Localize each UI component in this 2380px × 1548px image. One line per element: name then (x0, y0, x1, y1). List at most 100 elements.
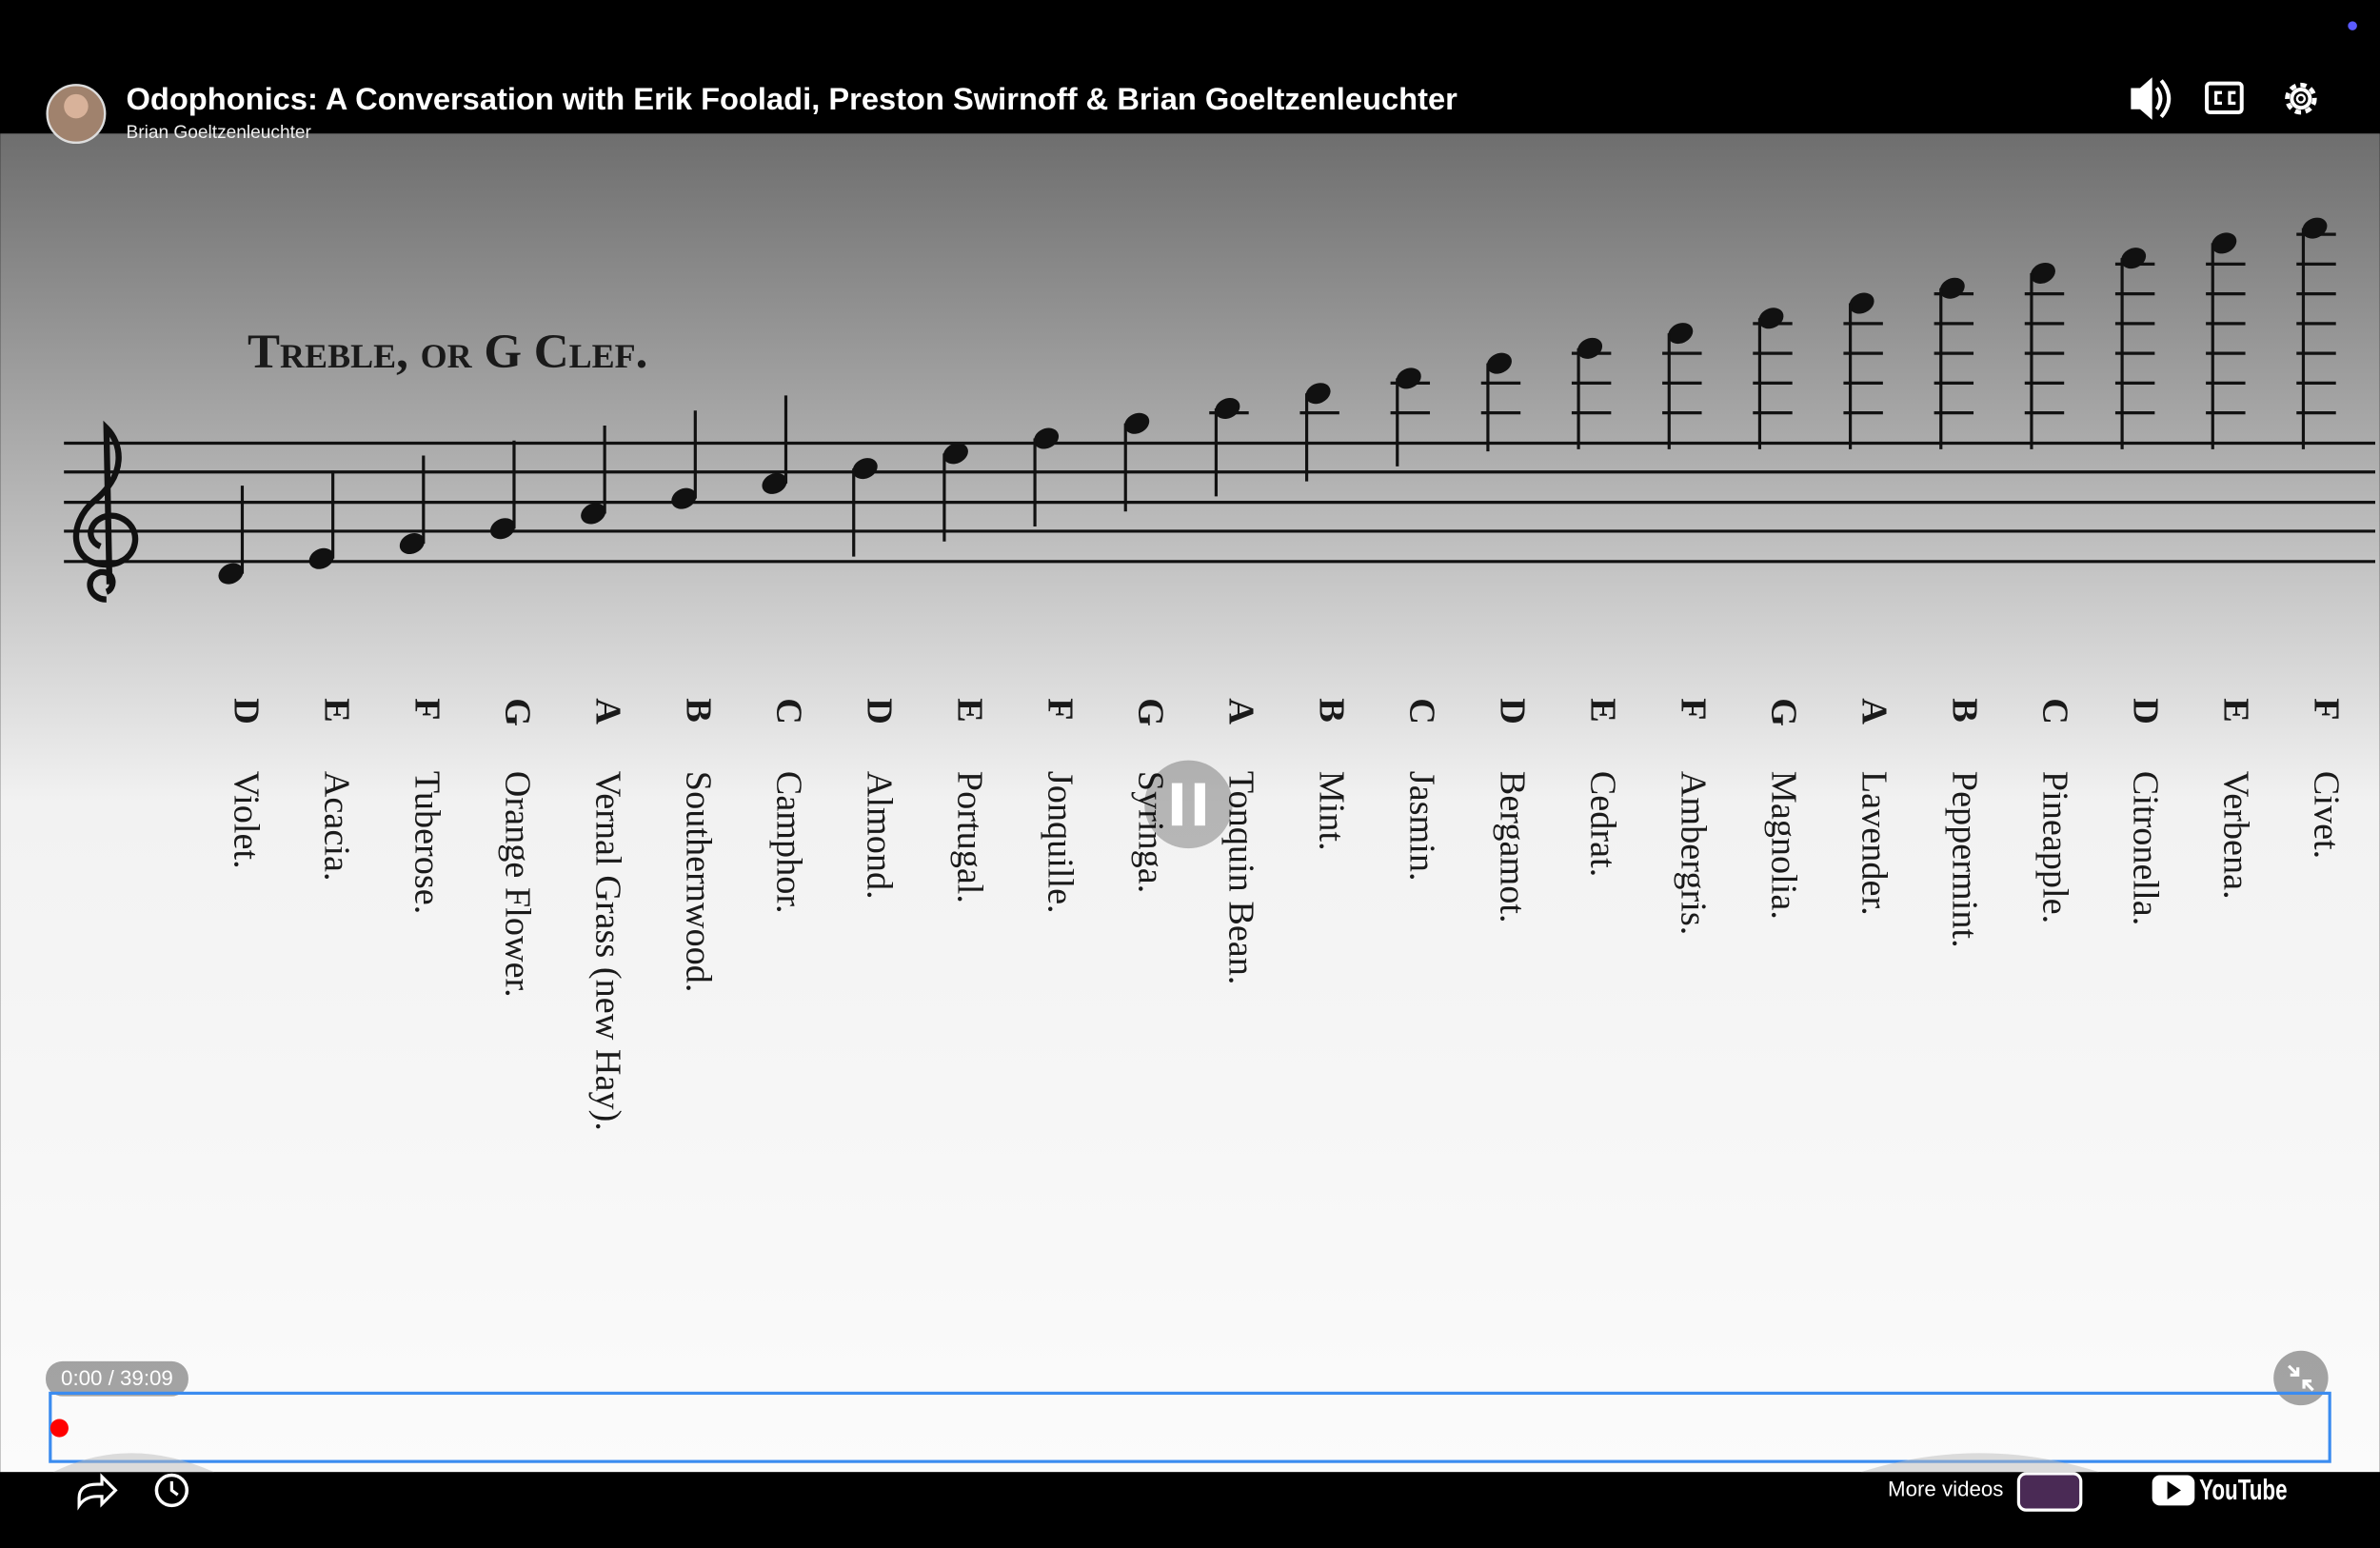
staff (64, 232, 2376, 564)
scent-name: Camphor. (769, 771, 809, 914)
scent-name: Jasmin. (1402, 771, 1442, 882)
note-letter: C (769, 698, 809, 724)
note-letter: E (950, 698, 990, 723)
note-head (399, 533, 425, 555)
note-head (942, 443, 968, 465)
scent-name: Orange Flower. (498, 771, 538, 998)
scent-name: Mint. (1312, 771, 1352, 851)
note-head (1486, 352, 1512, 374)
scent-name: Violet. (226, 771, 266, 869)
captions-button[interactable] (2205, 81, 2244, 114)
note-head (1396, 367, 1421, 389)
progress-scrubber[interactable] (50, 1419, 69, 1438)
treble-clef (72, 420, 139, 603)
note-head (2030, 262, 2055, 284)
note-head (1305, 383, 1331, 405)
note-head (2121, 248, 2147, 269)
scent-name: Peppermint. (1945, 771, 1985, 948)
note-head (671, 487, 697, 509)
avatar-face (64, 93, 89, 119)
note-head (1124, 412, 1150, 434)
note-letter: B (1312, 698, 1352, 723)
scent-name: Pineapple. (2035, 771, 2075, 923)
youtube-logo[interactable]: YouTube (2152, 1475, 2288, 1506)
note-letter: B (679, 698, 719, 723)
share-button[interactable] (77, 1473, 118, 1511)
more-videos[interactable]: More videos (1888, 1477, 2003, 1500)
note-head (489, 518, 516, 540)
note-letter: E (1583, 698, 1623, 723)
scent-name: Lavender. (1854, 771, 1894, 916)
note-head (218, 563, 244, 585)
more-videos-thumbnail[interactable] (2016, 1472, 2083, 1512)
note-letter: D (1493, 698, 1533, 724)
note-letter: B (1945, 698, 1985, 723)
note-letter: F (1674, 698, 1714, 720)
note-head (1939, 277, 1965, 299)
note-head (1668, 323, 1694, 345)
note-letter: A (1221, 698, 1261, 724)
settings-button[interactable] (2285, 82, 2317, 115)
indicator-dot (2348, 21, 2357, 30)
note-head (308, 547, 334, 569)
scent-name: Tonquin Bean. (1221, 771, 1261, 985)
watch-later-button[interactable] (154, 1473, 189, 1508)
note-head (1577, 337, 1603, 359)
scent-name: Magnolia. (1764, 771, 1804, 920)
note-letter: D (2126, 698, 2166, 724)
note-head (1033, 427, 1060, 449)
note-letter: C (1402, 698, 1442, 724)
scent-name: Citronella. (2126, 771, 2166, 926)
scent-name: Tuberose. (407, 771, 447, 915)
note-head (1215, 397, 1240, 419)
note-head (2211, 232, 2237, 254)
note-head (1849, 292, 1874, 314)
scent-name: Portugal. (950, 771, 990, 903)
bar-decoration (53, 1453, 214, 1473)
note-letter: A (588, 698, 628, 724)
note-letter: G (1131, 698, 1171, 726)
scent-name: Verbena. (2216, 771, 2256, 900)
scent-name: Ambergris. (1674, 771, 1714, 935)
note-letter: F (1041, 698, 1081, 720)
note-letter: F (407, 698, 447, 720)
note-letter: E (316, 698, 356, 723)
note-letter: E (2216, 698, 2256, 723)
scent-name: Syringa. (1131, 771, 1171, 894)
scent-name: Bergamot. (1493, 771, 1533, 923)
note-head (1758, 308, 1784, 329)
sheet-music: Treble, or G Clef. D Violet. E Acacia. F Tube… (64, 217, 2376, 1131)
progress-bar[interactable] (49, 1391, 2331, 1463)
note-letter: C (2035, 698, 2075, 724)
note-letter: D (860, 698, 900, 724)
bottom-bar (0, 1472, 2380, 1548)
logo-text: YouTube (2199, 1475, 2287, 1506)
note-letter: G (498, 698, 538, 726)
note-letter: A (1854, 698, 1894, 724)
scent-name: Civet. (2307, 771, 2347, 859)
note-letter: D (226, 698, 266, 724)
video-title[interactable]: Odophonics: A Conversation with Erik Foo… (127, 81, 1458, 116)
scent-name: Vernal Grass (new Hay). (588, 771, 628, 1131)
time-display: 0:00 / 39:09 (61, 1366, 173, 1390)
bar-decoration (1860, 1453, 2099, 1473)
pause-button[interactable] (1144, 760, 1233, 849)
video-frame[interactable] (0, 133, 2380, 1473)
scent-name: Southernwood. (679, 771, 719, 993)
minimize-button[interactable] (2273, 1350, 2329, 1406)
scent-name: Cedrat. (1583, 771, 1623, 878)
scent-name: Jonquille. (1041, 771, 1081, 914)
note-head (581, 503, 606, 525)
time-pill (46, 1360, 188, 1397)
sheet-heading: Treble, or G Clef. (248, 326, 647, 379)
scent-name: Acacia. (316, 771, 356, 882)
volume-button[interactable] (2131, 77, 2172, 120)
scent-name: Almond. (860, 771, 900, 900)
channel-name[interactable]: Brian Goeltzenleuchter (127, 123, 312, 143)
note-letter: F (2307, 698, 2347, 720)
note-head (2302, 217, 2328, 239)
note-head (762, 472, 787, 494)
note-head (852, 458, 878, 480)
